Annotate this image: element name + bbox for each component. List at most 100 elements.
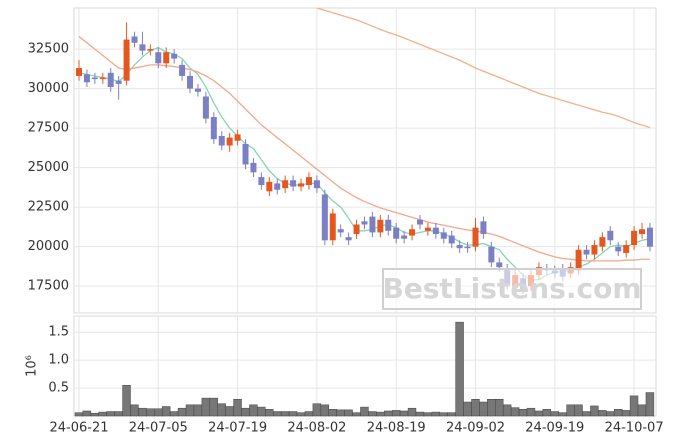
volume-bar [336,409,345,417]
volume-bar [209,397,218,417]
candle-body [377,219,384,233]
candle-body [623,245,630,253]
watermark: BestListens.com [382,268,642,310]
candle-body [583,249,590,255]
x-tick-label: 24-08-02 [287,421,346,436]
volume-bar [177,407,187,417]
volume-bar [122,385,131,417]
volume-bar [534,410,544,417]
volume-bar [169,411,179,417]
candle-body [361,221,368,225]
volume-bar [257,406,266,417]
candle-body [290,180,297,187]
volume-bar [352,412,361,417]
volume-bar [217,403,226,417]
candle-body [155,52,162,64]
y-tick-label: 1.0 [48,353,69,368]
y-tick-label: 32500 [28,42,69,57]
volume-bar [526,407,536,417]
volume-bar [376,411,385,417]
candle-body [607,230,614,241]
candle-body [337,229,344,233]
candle-body [496,262,503,268]
candle-body [393,227,400,239]
volume-bar [344,409,353,417]
volume-bar [146,408,155,417]
volume-bar [439,412,448,417]
volume-bar [391,410,401,417]
candle-body [345,237,352,241]
candle-body [179,64,186,76]
volume-bar [399,410,409,417]
candle-body [646,227,653,247]
volume-bar [582,411,591,417]
volume-bar [193,404,203,417]
volume-bar [368,411,377,417]
candle-body [115,80,122,84]
candle-body [250,162,257,173]
volume-bar [288,411,298,417]
y-tick-label: 17500 [28,279,69,294]
volume-bar [241,407,250,417]
x-tick-label: 24-09-02 [446,421,505,436]
candle-body [234,134,241,141]
y-tick-label: 27500 [28,121,69,136]
candle-body [472,227,479,247]
moving-average-line [316,8,651,129]
watermark-text: BestListens.com [382,272,641,305]
candle-body [123,39,130,81]
x-tick-label: 24-10-07 [605,421,664,436]
x-tick-label: 24-08-19 [367,421,426,436]
volume-bar [558,412,567,417]
candle-body [202,96,209,119]
candle-body [226,137,233,146]
volume-bar [423,412,433,417]
volume-bar [233,398,242,417]
y-tick-label: 30000 [28,81,69,96]
volume-bar [106,411,115,417]
volume-bar [518,409,528,417]
candle-body [440,232,447,239]
x-tick-label: 24-09-19 [525,421,584,436]
volume-bar [479,401,488,417]
x-tick-label: 24-07-19 [208,421,267,436]
candle-body [210,117,217,140]
candle-body [448,235,455,244]
volume-bar [415,411,425,417]
volume-bar [98,411,107,417]
candle-body [305,177,312,185]
candle-body [488,246,495,263]
volume-bar [637,404,647,417]
candle-body [591,245,598,255]
candle-body [409,229,416,236]
candle-body [424,227,431,231]
volume-bar [138,407,147,417]
volume-bar [82,410,92,417]
moving-average-line [78,35,650,262]
y-axis-multiplier: 10⁶ [25,355,40,377]
plot-frame [73,7,657,314]
volume-bar [550,411,559,417]
candle-body [91,77,98,80]
candle-body [147,49,154,51]
volume-bar [312,403,322,417]
volume-bar [590,405,599,417]
candle-body [639,229,646,234]
volume-bar [455,321,464,417]
volume-bar [320,404,329,417]
volume-bar [154,408,163,417]
candle-body [321,194,328,241]
candle-body [83,74,90,83]
candle-body [76,68,82,76]
candle-body [416,219,423,225]
candle-body [575,249,582,271]
volume-bar [566,404,575,417]
volume-bar [201,397,211,417]
candle-body [163,52,170,64]
candle-body [298,183,305,187]
candle-body [218,136,225,146]
volume-bar [280,411,290,417]
volume-bar [621,410,631,417]
candle-body [599,237,606,247]
